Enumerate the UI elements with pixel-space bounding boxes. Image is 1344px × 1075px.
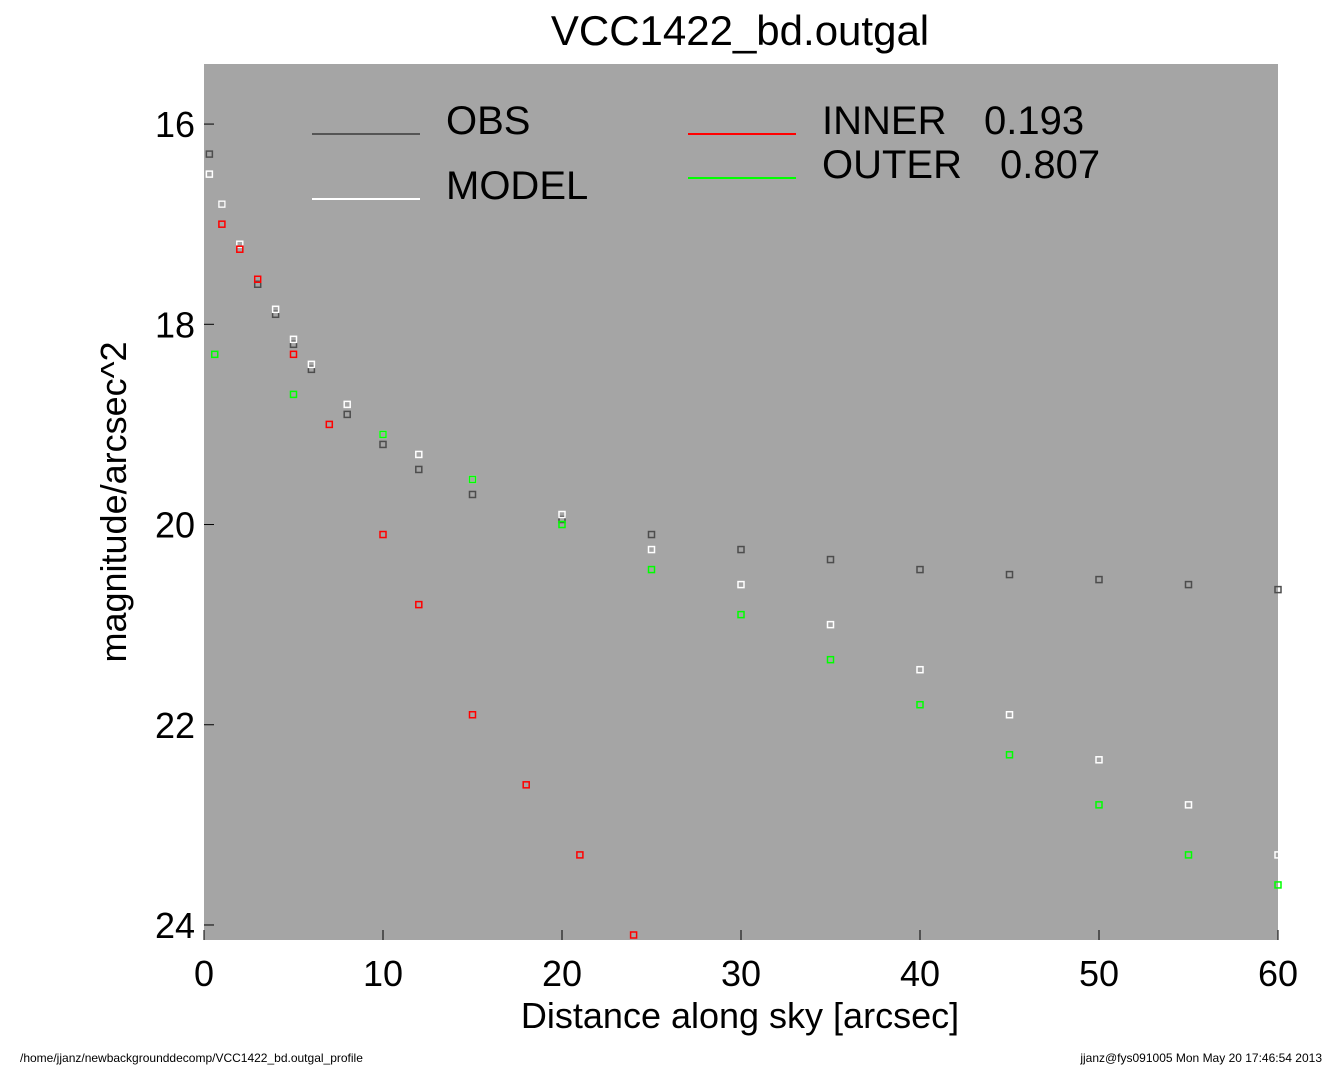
point-outer <box>737 610 745 619</box>
legend-label-obs: OBS <box>446 99 530 143</box>
point-inner <box>415 600 423 609</box>
point-inner <box>379 530 387 539</box>
point-obs <box>1274 585 1282 594</box>
x-axis-label: Distance along sky [arcsec] <box>521 995 959 1036</box>
point-model <box>1184 801 1193 809</box>
y-tick-label: 16 <box>155 104 195 145</box>
footer-timestamp: jjanz@fys091005 Mon May 20 17:46:54 2013 <box>1079 1051 1322 1065</box>
point-obs <box>289 340 298 349</box>
legend-label-model: MODEL <box>446 164 588 208</box>
x-tick-label: 50 <box>1079 953 1119 994</box>
point-inner <box>522 781 530 789</box>
point-obs <box>253 280 262 289</box>
point-inner <box>576 851 584 859</box>
x-tick-label: 20 <box>542 953 582 994</box>
y-tick-label: 20 <box>155 505 195 546</box>
axis-ticks: 0 10 20 30 40 50 60 16 18 20 22 24 <box>155 104 1298 994</box>
point-obs <box>737 545 745 554</box>
point-obs <box>558 515 566 524</box>
footer-path: /home/jjanz/newbackgrounddecomp/VCC1422_… <box>20 1051 363 1065</box>
point-outer <box>468 475 477 484</box>
legend: OBS MODEL INNER 0.193 OUTER 0.807 <box>312 99 1100 208</box>
point-obs <box>415 465 423 474</box>
legend-label-outer: OUTER <box>822 143 962 187</box>
point-obs <box>826 555 835 564</box>
point-model <box>737 580 745 589</box>
point-outer <box>1184 851 1193 859</box>
legend-value-outer: 0.807 <box>1000 143 1100 187</box>
point-outer <box>1005 751 1014 759</box>
y-tick-label: 24 <box>155 905 195 946</box>
point-model <box>205 170 214 178</box>
y-axis-label: magnitude/arcsec^2 <box>93 341 134 662</box>
point-model <box>1095 756 1103 764</box>
y-tick-label: 18 <box>155 304 195 345</box>
point-outer <box>1274 881 1282 889</box>
point-obs <box>1005 570 1014 579</box>
point-inner <box>289 350 298 359</box>
point-obs <box>379 440 387 449</box>
point-model <box>558 510 566 519</box>
point-inner <box>325 420 334 429</box>
y-tick-label: 22 <box>155 705 195 746</box>
point-inner <box>236 245 244 253</box>
point-inner <box>218 220 226 228</box>
point-model <box>415 450 423 459</box>
x-tick-label: 30 <box>721 953 761 994</box>
point-obs <box>343 410 351 419</box>
point-outer <box>1095 801 1103 809</box>
point-inner <box>253 275 262 283</box>
x-tick-label: 0 <box>194 953 214 994</box>
point-model <box>271 305 280 314</box>
point-outer <box>916 700 924 709</box>
point-obs <box>1095 575 1103 584</box>
point-outer <box>289 390 298 399</box>
chart-title: VCC1422_bd.outgal <box>551 7 929 54</box>
point-model <box>1005 710 1014 719</box>
point-model <box>289 335 298 344</box>
point-model <box>236 240 244 248</box>
point-obs <box>205 150 214 158</box>
point-model <box>826 620 835 629</box>
point-model <box>916 665 924 674</box>
x-tick-label: 60 <box>1258 953 1298 994</box>
point-obs <box>307 365 316 374</box>
point-model <box>1274 851 1282 859</box>
point-obs <box>916 565 924 574</box>
point-obs <box>271 310 280 319</box>
point-outer <box>558 520 566 529</box>
point-outer <box>826 655 835 664</box>
point-model <box>307 360 316 369</box>
point-model <box>218 200 226 208</box>
data-points <box>205 150 1282 939</box>
point-model <box>343 400 351 409</box>
plot-area <box>204 64 1278 940</box>
x-tick-label: 10 <box>363 953 403 994</box>
point-obs <box>1184 580 1193 589</box>
point-obs <box>647 530 656 539</box>
point-outer <box>647 565 656 574</box>
legend-value-inner: 0.193 <box>984 99 1084 143</box>
point-model <box>647 545 656 554</box>
legend-label-inner: INNER <box>822 99 946 143</box>
point-inner <box>468 710 477 719</box>
point-outer <box>210 350 219 359</box>
x-tick-label: 40 <box>900 953 940 994</box>
point-outer <box>379 430 387 439</box>
point-inner <box>629 931 638 939</box>
point-obs <box>468 490 477 499</box>
